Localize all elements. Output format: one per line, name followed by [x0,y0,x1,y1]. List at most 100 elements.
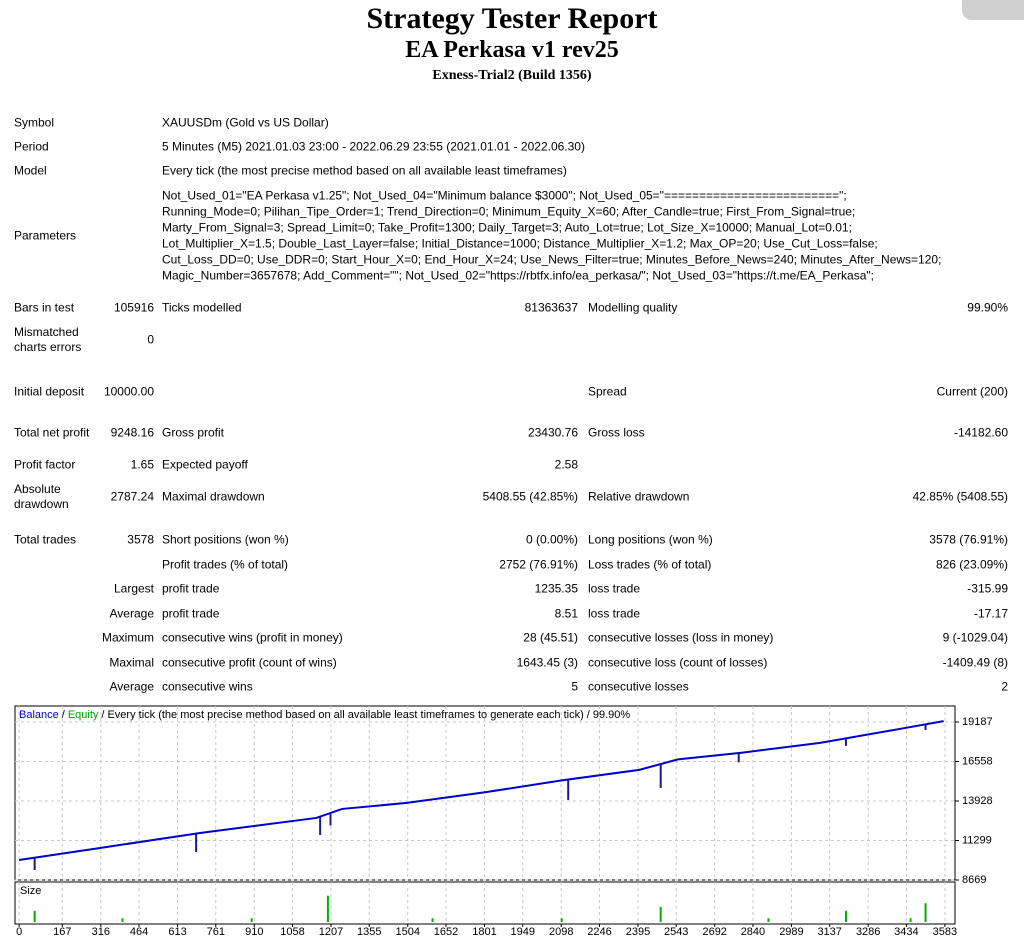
balance-line [18,720,944,861]
legend-separator: / [587,709,591,721]
stat-label: Modelling quality [588,300,678,315]
x-tick-label: 2098 [549,926,573,938]
stat-value: Maximal [109,655,154,670]
stat-label: Total trades [14,532,77,547]
stat-label: Relative drawdown [588,489,690,504]
legend-equity: Equity [68,709,99,721]
x-tick-label: 316 [92,926,110,938]
stat-label: Spread [588,384,627,399]
x-tick-label: 1504 [396,926,420,938]
stat-label: consecutive wins [162,679,253,694]
x-tick-label: 910 [245,926,263,938]
x-tick-label: 1801 [472,926,496,938]
row-label: Symbol [14,115,55,130]
stat-value: 826 (23.09%) [935,557,1008,572]
legend-separator: / [101,709,105,721]
x-tick-label: 0 [16,926,22,938]
x-tick-label: 167 [53,926,71,938]
stat-label: Loss trades (% of total) [588,557,712,572]
x-tick-label: 2246 [587,926,611,938]
stat-value: 0 (0.00%) [525,532,578,547]
stat-label: Profit factor [14,457,76,472]
stat-value: Largest [113,581,154,596]
x-tick-label: 1207 [319,926,343,938]
stat-value: 0 [147,332,154,347]
plot-frame [14,705,956,881]
legend-caption: Every tick (the most precise method base… [107,709,583,721]
stat-label: profit trade [162,581,220,596]
stat-value: -1409.49 (8) [942,655,1008,670]
x-tick-label: 613 [168,926,186,938]
stat-label: Total net profit [14,425,90,440]
stat-value: Current (200) [936,384,1008,399]
y-tick-label: 19187 [962,716,993,728]
stat-value: 2752 (76.91%) [499,557,578,572]
x-tick-label: 2395 [626,926,650,938]
stat-label: consecutive losses [588,679,689,694]
stat-value: 3578 [127,532,154,547]
x-tick-label: 2989 [779,926,803,938]
stat-label: Short positions (won %) [162,532,289,547]
stat-label: consecutive profit (count of wins) [162,655,337,670]
y-tick-label: 16558 [962,755,993,767]
stat-label: Bars in test [14,300,75,315]
row-value: Every tick (the most precise method base… [162,163,567,178]
stat-value: 9248.16 [110,425,154,440]
stat-label: Absolute drawdown [14,482,69,511]
stat-label: consecutive wins (profit in money) [162,630,343,645]
size-frame [14,881,956,925]
stat-label: consecutive losses (loss in money) [588,630,774,645]
stat-label: Initial deposit [14,384,85,399]
stat-value: 1643.45 (3) [516,655,578,670]
x-tick-label: 3583 [933,926,957,938]
parameter-line: Magic_Number=3657678; Add_Comment=""; No… [162,268,874,283]
stat-value: 5 [571,679,578,694]
report-subtitle: EA Perkasa v1 rev25 [405,37,619,63]
stat-label: profit trade [162,606,220,621]
legend-balance: Balance [19,709,59,721]
stat-value: 81363637 [524,300,578,315]
stat-label: Gross profit [162,425,225,440]
stat-value: 1235.35 [534,581,578,596]
stat-value: 10000.00 [103,384,154,399]
stat-label: Long positions (won %) [588,532,713,547]
stat-value: 105916 [113,300,154,315]
stat-value: -17.17 [973,606,1008,621]
stat-value: 99.90% [967,300,1008,315]
stat-value: 42.85% (5408.55) [912,489,1008,504]
row-label: Parameters [14,228,77,243]
row-label: Model [14,163,47,178]
stat-value: Average [109,606,154,621]
stat-label: Expected payoff [162,457,248,472]
x-tick-label: 1652 [434,926,458,938]
x-tick-label: 761 [207,926,225,938]
y-tick-label: 8669 [962,874,986,886]
parameter-line: Marty_From_Signal=3; Spread_Limit=0; Tak… [162,220,852,235]
x-tick-label: 2840 [741,926,765,938]
stat-value: 8.51 [554,606,578,621]
stat-value: Average [109,679,154,694]
stat-value: Maximum [101,630,154,645]
stat-label: Gross loss [588,425,645,440]
parameter-line: Lot_Multiplier_X=1.5; Double_Last_Layer=… [162,236,878,251]
window-corner [962,0,1024,20]
stat-value: 5408.55 (42.85%) [482,489,578,504]
row-value: 5 Minutes (M5) 2021.01.03 23:00 - 2022.0… [162,139,585,154]
stat-label: Mismatched charts errors [14,325,82,354]
server-info: Exness-Trial2 (Build 1356) [432,68,592,83]
x-tick-label: 1949 [510,926,534,938]
stat-value: 28 (45.51) [523,630,578,645]
x-tick-label: 1355 [357,926,381,938]
report-title: Strategy Tester Report [366,2,658,35]
legend-separator: / [62,709,66,721]
parameter-line: Cut_Loss_DD=0; Use_DDR=0; Start_Hour_X=0… [162,252,942,267]
stat-value: 2.58 [554,457,578,472]
stat-value: -14182.60 [953,425,1008,440]
stat-label: consecutive loss (count of losses) [588,655,768,670]
x-tick-label: 1058 [280,926,304,938]
stat-value: 9 (-1029.04) [942,630,1008,645]
stat-label: Maximal drawdown [162,489,265,504]
x-tick-label: 2543 [664,926,688,938]
row-value: XAUUSDm (Gold vs US Dollar) [162,115,329,130]
